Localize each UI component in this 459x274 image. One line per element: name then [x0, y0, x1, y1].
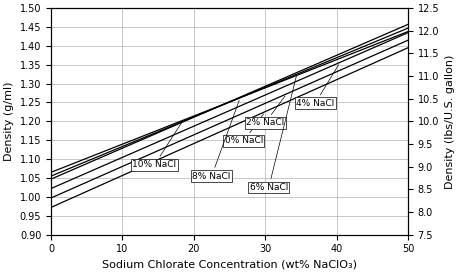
Text: 10% NaCl: 10% NaCl — [133, 122, 182, 169]
Text: 4% NaCl: 4% NaCl — [296, 65, 339, 108]
Text: 8% NaCl: 8% NaCl — [192, 100, 239, 181]
Text: 6% NaCl: 6% NaCl — [250, 75, 297, 192]
Text: 0% NaCl: 0% NaCl — [224, 114, 263, 145]
Text: 2% NaCl: 2% NaCl — [246, 96, 285, 127]
Y-axis label: Density (g/ml): Density (g/ml) — [4, 82, 14, 161]
Y-axis label: Density (lbs/U.S. gallon): Density (lbs/U.S. gallon) — [445, 54, 455, 189]
X-axis label: Sodium Chlorate Concentration (wt% NaClO₃): Sodium Chlorate Concentration (wt% NaClO… — [102, 260, 357, 270]
